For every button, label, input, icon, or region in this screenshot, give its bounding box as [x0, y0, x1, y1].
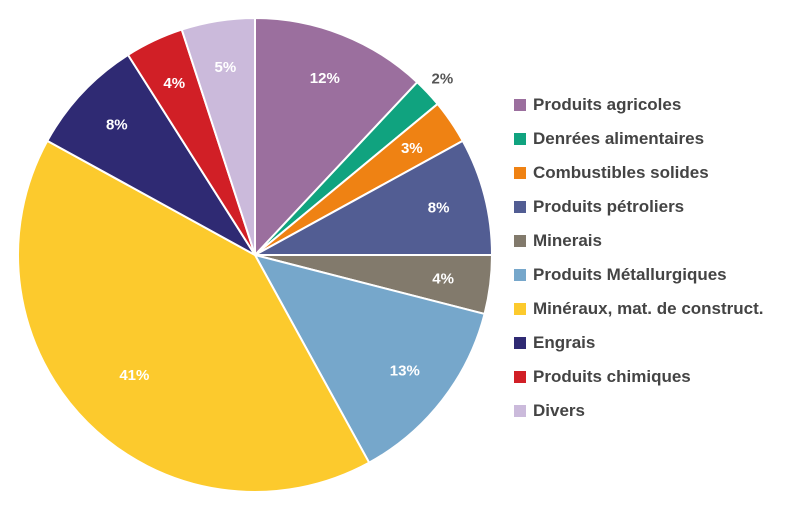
legend-swatch [514, 303, 526, 315]
legend-label: Combustibles solides [533, 163, 709, 182]
legend-swatch [514, 269, 526, 281]
legend-label: Produits chimiques [533, 367, 691, 386]
legend-item: Produits pétroliers [514, 190, 764, 224]
slice-label: 8% [428, 199, 450, 216]
pie-slice [254, 139, 494, 256]
pie-chart: 12% 2% 3% 8% 4% 13% 41% 8% 4% 5% [17, 16, 494, 493]
legend-item: Produits Métallurgiques [514, 258, 764, 292]
legend-label: Denrées alimentaires [533, 129, 705, 148]
pie-slice [45, 53, 256, 256]
legend-item: Engrais [514, 326, 764, 360]
legend-item: Combustibles solides [514, 156, 764, 190]
legend-label: Minéraux, mat. de construct. [533, 299, 764, 318]
legend-item: Divers [514, 394, 764, 428]
slice-label: 3% [401, 140, 423, 157]
pie-slice [180, 16, 256, 256]
legend-swatch [514, 133, 526, 145]
legend-swatch [514, 99, 526, 111]
legend-label: Produits pétroliers [533, 197, 685, 216]
legend-item: Minerais [514, 224, 764, 258]
slice-label: 4% [432, 270, 454, 287]
legend-item: Minéraux, mat. de construct. [514, 292, 764, 326]
slice-label: 8% [106, 117, 128, 134]
pie-slice [17, 139, 371, 493]
legend-item: Denrées alimentaires [514, 122, 764, 156]
slice-label: 5% [214, 59, 236, 76]
legend-swatch [514, 337, 526, 349]
legend-swatch [514, 167, 526, 179]
legend-item: Produits agricoles [514, 88, 764, 122]
legend-label: Engrais [533, 333, 596, 352]
legend-label: Produits Métallurgiques [533, 265, 727, 284]
pie-slice [254, 16, 419, 258]
slice-label: 4% [163, 75, 185, 92]
legend-swatch [514, 371, 526, 383]
slice-label: 12% [310, 70, 340, 87]
slice-label: 41% [119, 367, 149, 384]
legend-swatch [514, 405, 526, 417]
legend-label: Minerais [533, 231, 602, 250]
legend: Produits agricoles Denrées alimentaires … [514, 88, 764, 428]
legend-item: Produits chimiques [514, 360, 764, 394]
pie-slice [253, 253, 486, 465]
legend-label: Produits agricoles [533, 95, 682, 114]
slice-label: 2% [432, 71, 454, 88]
legend-label: Divers [533, 401, 585, 420]
legend-swatch [514, 201, 526, 213]
slice-label: 13% [390, 363, 420, 380]
legend-swatch [514, 235, 526, 247]
